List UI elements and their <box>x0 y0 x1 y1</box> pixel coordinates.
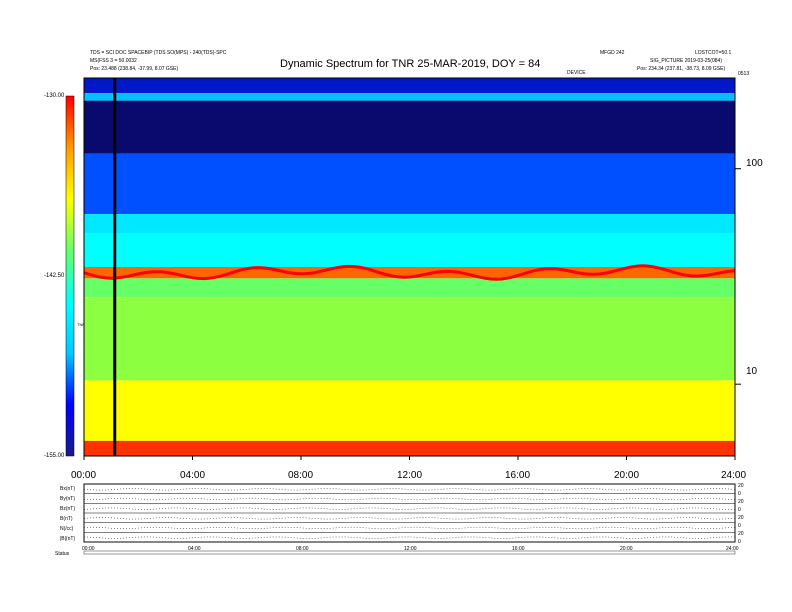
lower-x-tick-4: 16:00 <box>512 546 525 552</box>
colorbar-label: TNR <box>77 322 86 327</box>
lower-panels-border <box>83 483 736 543</box>
spectrum-band-3 <box>84 153 735 215</box>
lower-x-tick-0: 00:00 <box>82 546 95 552</box>
header-position-left: Pos: 23.488 (238.84, -37.99, 8.07 GSE) <box>90 66 179 72</box>
colorbar-tick-mid: -142.50 <box>44 273 65 279</box>
lower-x-tick-5: 20:00 <box>620 546 633 552</box>
x-tick-5: 20:00 <box>614 470 640 481</box>
panel-trace-4 <box>83 526 736 530</box>
panel-trace-0 <box>83 488 736 491</box>
spectrum-band-8 <box>84 297 735 381</box>
colorbar-tick-top: -130.00 <box>44 93 65 99</box>
x-tick-0: 00:00 <box>71 470 97 481</box>
header-info-right3: SIG_PICTURE 2019-03-25(084) <box>650 58 722 64</box>
panel-label-by: By(nT) <box>60 496 75 502</box>
spectrum-band-4 <box>84 214 735 233</box>
time-marker-line <box>113 78 117 456</box>
lower-right-tick-bz-bot: 0 <box>738 523 741 529</box>
header-info-line2: MS(FSS 3 = 50.0032 <box>90 58 137 64</box>
lower-right-tick-n-bot: 0 <box>738 539 741 545</box>
panel-trace-1 <box>83 497 736 501</box>
y-tick-100: 100 <box>746 158 763 169</box>
header-position-right: Pos: 234.34 (237.81, -38.73, 8.09 GSE) <box>637 66 726 72</box>
lower-right-tick-bz-top: 20 <box>738 515 744 521</box>
panel-label-bx: Bx(nT) <box>60 486 75 492</box>
panel-trace-2 <box>83 507 736 510</box>
x-tick-3: 12:00 <box>397 470 423 481</box>
panel-trace-3 <box>83 517 736 520</box>
lower-right-tick-by-bot: 0 <box>738 507 741 513</box>
panel-label-n: N(/cc) <box>60 526 74 532</box>
panel-trace-5 <box>83 536 735 539</box>
x-tick-2: 08:00 <box>288 470 314 481</box>
spectrum-band-10 <box>84 440 735 456</box>
colorbar <box>65 95 75 457</box>
lower-x-tick-6: 24:00 <box>726 546 739 552</box>
emission-line <box>83 264 736 281</box>
lower-x-tick-1: 04:00 <box>188 546 201 552</box>
lower-right-tick-bx-top: 20 <box>738 483 744 489</box>
lower-x-tick-2: 08:00 <box>296 546 309 552</box>
spectrum-band-2 <box>84 100 735 154</box>
panel-label-absb: |B|(nT) <box>60 536 76 542</box>
spectrum-band-0 <box>84 78 735 94</box>
spectrum-band-7 <box>84 278 735 298</box>
lower-right-tick-by-top: 20 <box>738 499 744 505</box>
lower-x-tick-3: 12:00 <box>404 546 417 552</box>
header-corner-label: 0513 <box>738 71 750 77</box>
status-strip <box>83 550 736 555</box>
x-tick-4: 16:00 <box>505 470 531 481</box>
spectrum-band-9 <box>84 380 735 441</box>
header-info-right1: MFGD 242 <box>600 50 625 56</box>
panel-label-b: B(nT) <box>60 516 73 522</box>
chart-title: Dynamic Spectrum for TNR 25-MAR-2019, DO… <box>280 58 541 70</box>
footer-status: Status <box>55 551 70 557</box>
spectrum-band-5 <box>84 232 735 267</box>
lower-right-tick-n-top: 20 <box>738 531 744 537</box>
x-tick-6: 24:00 <box>721 470 747 481</box>
y-tick-10: 10 <box>746 366 758 377</box>
lower-right-tick-bx-bot: 0 <box>738 491 741 497</box>
spectrum-band-6 <box>84 267 735 279</box>
x-tick-1: 04:00 <box>180 470 206 481</box>
panel-label-bz: Bz(nT) <box>60 506 75 512</box>
spectrum-band-1 <box>84 93 735 101</box>
header-info-line1: TDS = SCI DOC SPACEBIP (TDS SO(MPS) - 24… <box>90 50 227 56</box>
colorbar-tick-bottom: -155.00 <box>44 453 65 459</box>
header-device-label: DEVICE <box>567 70 586 76</box>
header-info-right2: LOSTCOT=50.1 <box>695 50 732 56</box>
